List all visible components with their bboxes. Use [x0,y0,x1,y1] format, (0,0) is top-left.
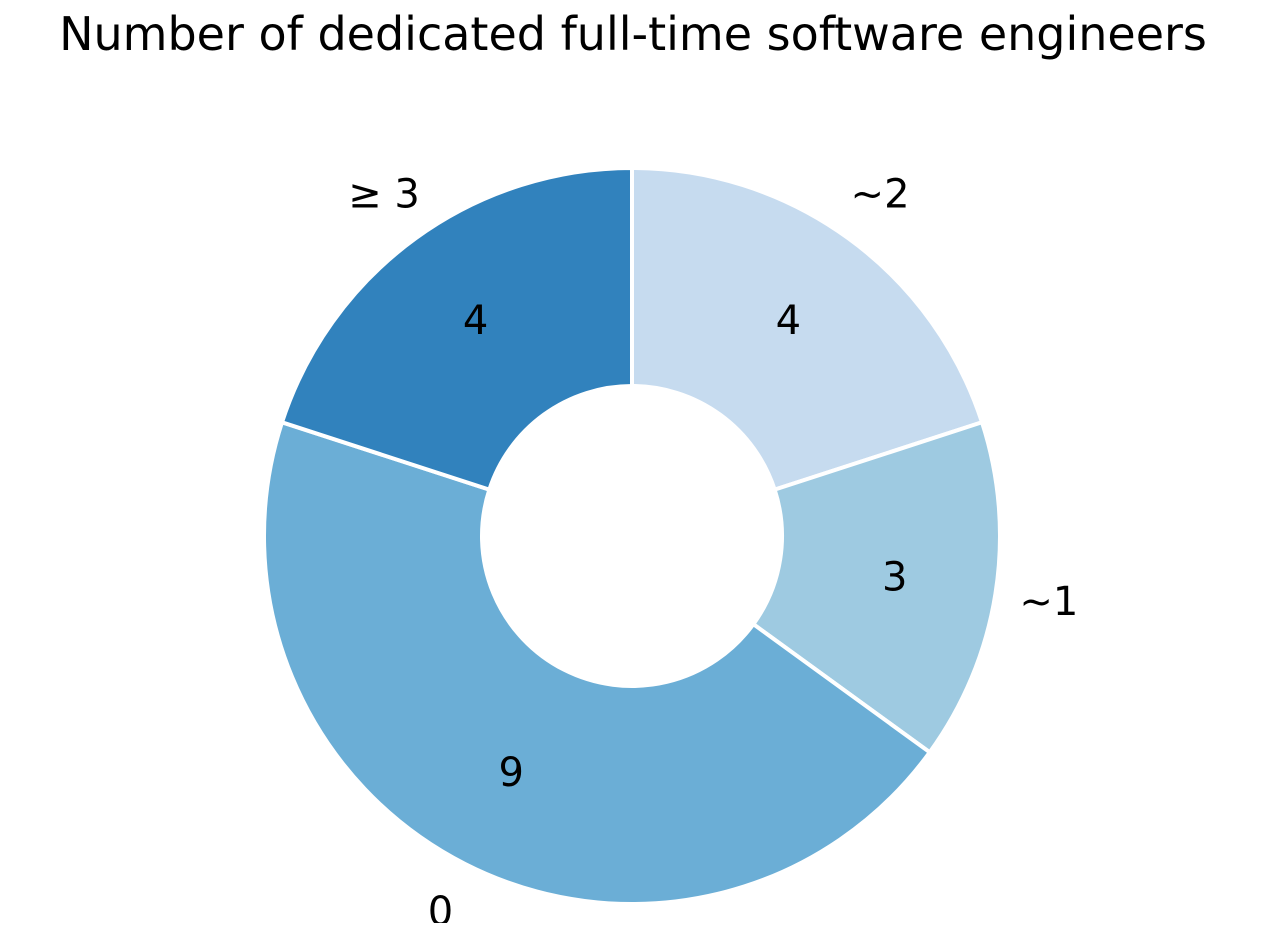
category-label-group: ~2 ~1 0 ≥ 3 [348,172,1078,927]
slice-category-label: ≥ 3 [348,172,420,218]
value-label-group: 4 3 9 4 [463,298,908,796]
slice-group [262,165,1002,906]
slice-value-label: 3 [882,555,907,601]
donut-slice [750,419,1002,756]
donut-slice [262,419,933,906]
slice-category-label: ~1 [1019,579,1078,625]
slice-value-label: 4 [776,298,801,344]
slice-value-label: 9 [499,750,524,796]
slice-value-label: 4 [463,298,488,344]
slice-category-label: ~2 [851,172,910,218]
chart-title: Number of dedicated full-time software e… [59,7,1207,61]
donut-slice [630,165,985,493]
donut-slice [279,165,634,493]
slice-category-label: 0 [428,889,453,923]
